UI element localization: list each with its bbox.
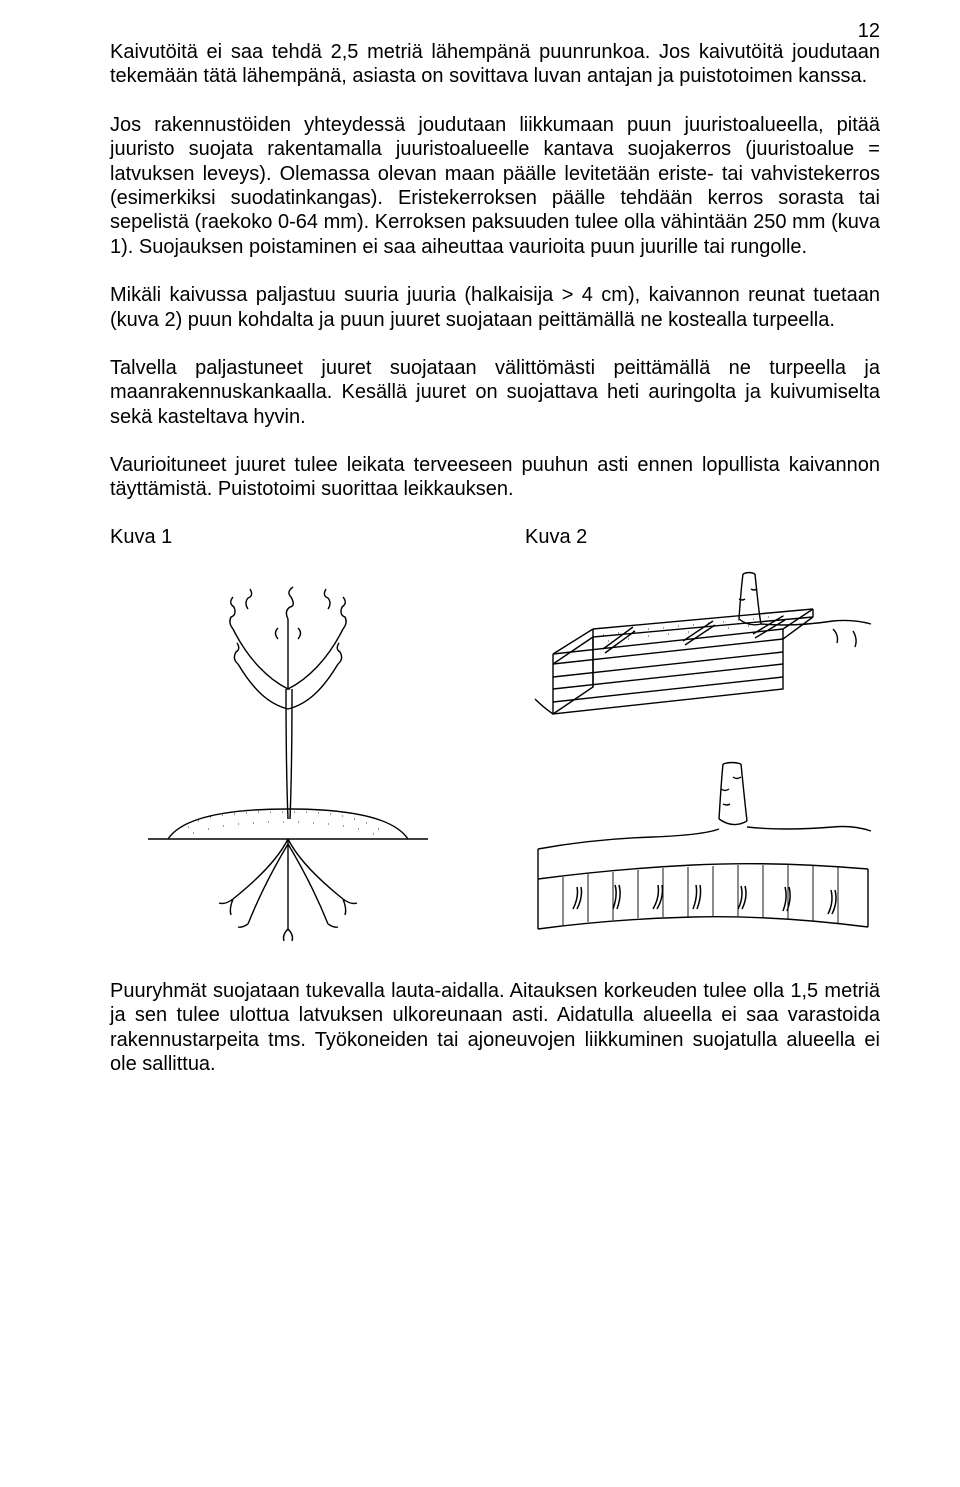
document-page: 12 Kaivutöitä ei saa tehdä 2,5 metriä lä… — [0, 0, 960, 1487]
paragraph-2: Jos rakennustöiden yhteydessä joudutaan … — [110, 113, 880, 259]
tree-with-mound-icon — [138, 569, 438, 949]
paragraph-3: Mikäli kaivussa paljastuu suuria juuria … — [110, 283, 880, 332]
page-number: 12 — [858, 20, 880, 43]
figure-1-label: Kuva 1 — [110, 526, 465, 549]
figure-row: Kuva 1 — [110, 526, 880, 949]
figure-2-column: Kuva 2 — [525, 526, 880, 949]
figure-1-image — [110, 569, 465, 949]
paragraph-1: Kaivutöitä ei saa tehdä 2,5 metriä lähem… — [110, 40, 880, 89]
figure-2-images — [525, 569, 880, 949]
figure-2-label: Kuva 2 — [525, 526, 880, 549]
trench-with-roots-icon — [533, 759, 873, 949]
paragraph-4: Talvella paljastuneet juuret suojataan v… — [110, 356, 880, 429]
paragraph-6: Puuryhmät suojataan tukevalla lauta-aida… — [110, 979, 880, 1077]
paragraph-5: Vaurioituneet juuret tulee leikata terve… — [110, 453, 880, 502]
trench-support-box-icon — [533, 569, 873, 739]
figure-1-column: Kuva 1 — [110, 526, 465, 949]
